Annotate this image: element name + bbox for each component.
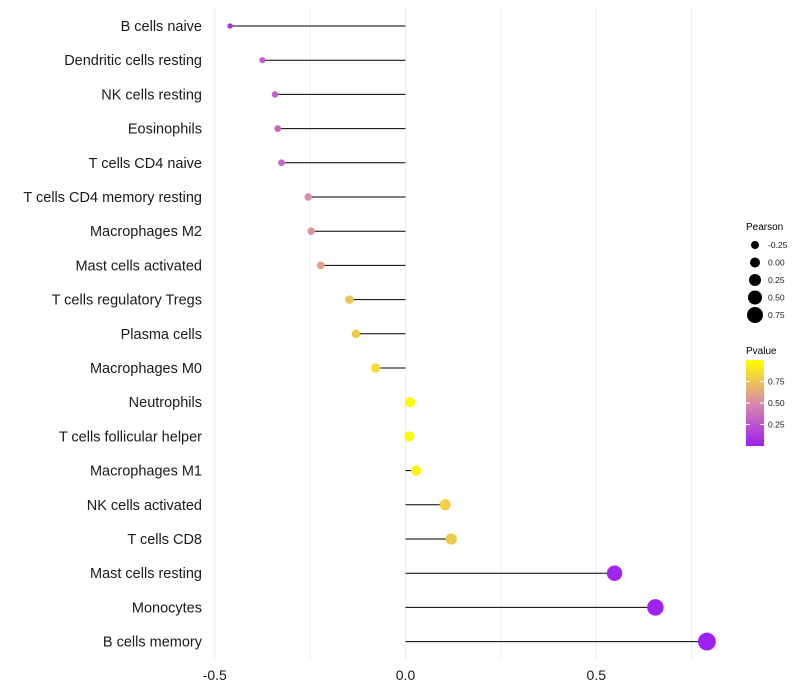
y-tick-label: Neutrophils [129,395,202,411]
y-tick-label: Eosinophils [128,122,202,138]
y-tick-label: B cells memory [103,635,203,651]
lollipop-stems [230,25,707,643]
pvalue-colorbar [746,360,764,446]
y-tick-label: NK cells resting [101,87,202,103]
size-legend-key [747,307,763,323]
x-tick-label: -0.5 [203,667,227,683]
y-tick-label: Mast cells activated [75,258,202,274]
size-legend-key [749,274,761,286]
y-tick-label: Macrophages M1 [90,464,202,480]
size-legend-key [750,257,760,268]
grid-lines [214,8,693,660]
size-legend-key [751,241,759,249]
y-tick-label: Mast cells resting [90,566,202,582]
data-point [259,57,266,64]
data-point [278,159,285,167]
data-point [697,632,716,651]
color-legend-label: 0.25 [768,420,785,430]
color-legend-label: 0.50 [768,398,785,408]
y-tick-label: T cells CD4 memory resting [23,190,202,206]
data-point [271,91,279,98]
size-legend-label: 0.00 [768,258,785,268]
data-point [316,261,325,270]
pvalue-legend-items: 0.75 0.50 0.25 [746,377,785,430]
data-point [304,193,312,201]
y-tick-label: T cells regulatory Tregs [52,293,202,309]
x-tick-label: 0.5 [587,667,607,683]
data-point [227,23,233,29]
pearson-legend-items: -0.25 0.00 0.25 0.50 0.75 [747,240,788,323]
data-point [439,499,451,511]
y-tick-label: Macrophages M2 [90,224,202,240]
size-legend-key [748,290,762,305]
pvalue-color-legend: Pvalue 0.75 0.50 0.25 [746,346,785,446]
size-legend-label: -0.25 [768,240,788,250]
data-point [351,329,361,339]
size-legend-label: 0.25 [768,275,785,285]
y-tick-label: NK cells activated [87,498,202,514]
data-point [411,465,422,476]
data-point [647,599,664,616]
size-legend-label: 0.75 [768,310,785,320]
data-point [405,397,416,408]
y-tick-label: Macrophages M0 [90,361,202,377]
pvalue-legend-title: Pvalue [746,346,777,357]
y-tick-label: T cells CD4 naive [89,156,202,172]
y-tick-label: Monocytes [132,600,202,616]
data-point [307,227,316,235]
pearson-legend-title: Pearson [746,222,783,233]
data-point [445,533,457,545]
lollipop-points [227,23,716,651]
data-point [274,125,282,132]
color-legend-label: 0.75 [768,377,785,387]
pearson-size-legend: Pearson -0.25 0.00 0.25 0.50 0.75 [746,222,788,323]
x-tick-label: 0.0 [396,667,416,683]
y-tick-label: Plasma cells [121,327,202,343]
y-tick-label: T cells CD8 [127,532,202,548]
size-legend-label: 0.50 [768,293,785,303]
y-tick-label: Dendritic cells resting [64,53,202,69]
y-tick-label: T cells follicular helper [59,429,202,445]
data-point [345,295,354,304]
data-point [606,565,623,581]
x-axis-tick-labels: -0.5 0.0 0.5 [203,667,607,683]
y-tick-label: B cells naive [121,19,202,35]
data-point [404,431,415,442]
y-axis-labels: B cells naive Dendritic cells resting NK c… [23,19,202,651]
data-point [371,363,381,373]
